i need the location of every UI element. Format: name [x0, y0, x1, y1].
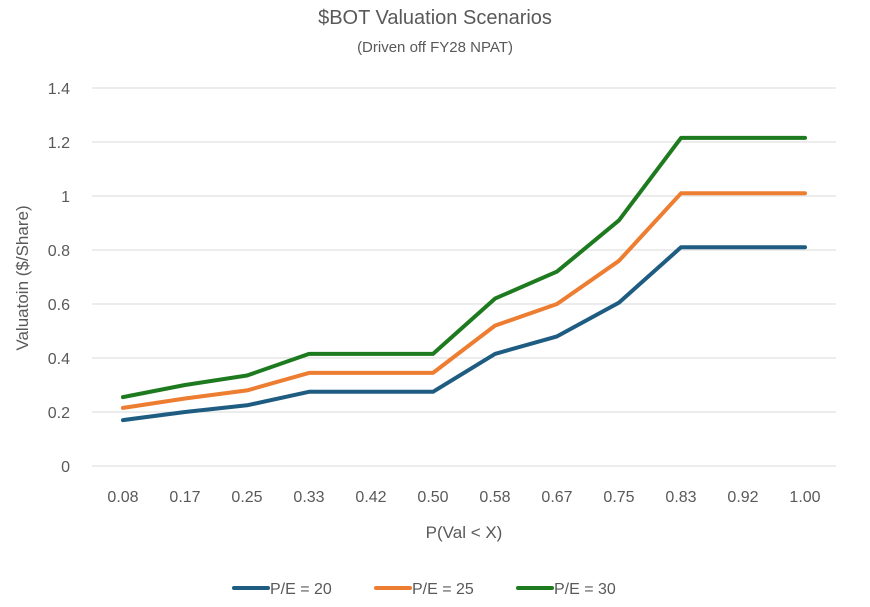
series-lines [121, 135, 807, 423]
x-tick-label: 0.92 [727, 489, 758, 506]
x-tick-label: 0.50 [417, 489, 448, 506]
y-tick-label: 0.8 [48, 243, 70, 260]
legend: P/E = 20 P/E = 25 P/E = 30 [232, 581, 616, 598]
y-tick-label: 0 [61, 459, 70, 476]
chart-title: $BOT Valuation Scenarios [318, 7, 552, 29]
x-axis-title: P(Val < X) [426, 523, 503, 542]
y-axis-ticks: 0 0.2 0.4 0.6 0.8 1 1.2 1.4 [48, 81, 70, 476]
series-line-pe-30 [121, 135, 807, 400]
x-tick-label: 0.42 [355, 489, 386, 506]
gridlines [92, 87, 836, 467]
y-tick-label: 0.6 [48, 297, 70, 314]
y-axis-title: Valuatoin ($/Share) [13, 205, 32, 350]
x-tick-label: 0.17 [169, 489, 200, 506]
legend-label: P/E = 25 [412, 581, 474, 598]
legend-label: P/E = 20 [270, 581, 332, 598]
series-line-pe-20 [121, 245, 807, 423]
x-tick-label: 0.08 [107, 489, 138, 506]
x-tick-label: 0.33 [293, 489, 324, 506]
x-tick-label: 0.67 [541, 489, 572, 506]
chart-subtitle: (Driven off FY28 NPAT) [357, 39, 513, 56]
y-tick-label: 1 [61, 189, 70, 206]
x-axis-ticks: 0.08 0.17 0.25 0.33 0.42 0.50 0.58 0.67 0.75 0.83… [107, 489, 820, 506]
x-tick-label: 0.75 [603, 489, 634, 506]
x-tick-label: 0.83 [665, 489, 696, 506]
y-tick-label: 0.4 [48, 351, 70, 368]
y-tick-label: 1.4 [48, 81, 70, 98]
x-tick-label: 0.58 [479, 489, 510, 506]
y-tick-label: 0.2 [48, 405, 70, 422]
y-tick-label: 1.2 [48, 135, 70, 152]
x-tick-label: 0.25 [231, 489, 262, 506]
x-tick-label: 1.00 [789, 489, 820, 506]
legend-label: P/E = 30 [554, 581, 616, 598]
series-line-pe-25 [121, 191, 807, 410]
